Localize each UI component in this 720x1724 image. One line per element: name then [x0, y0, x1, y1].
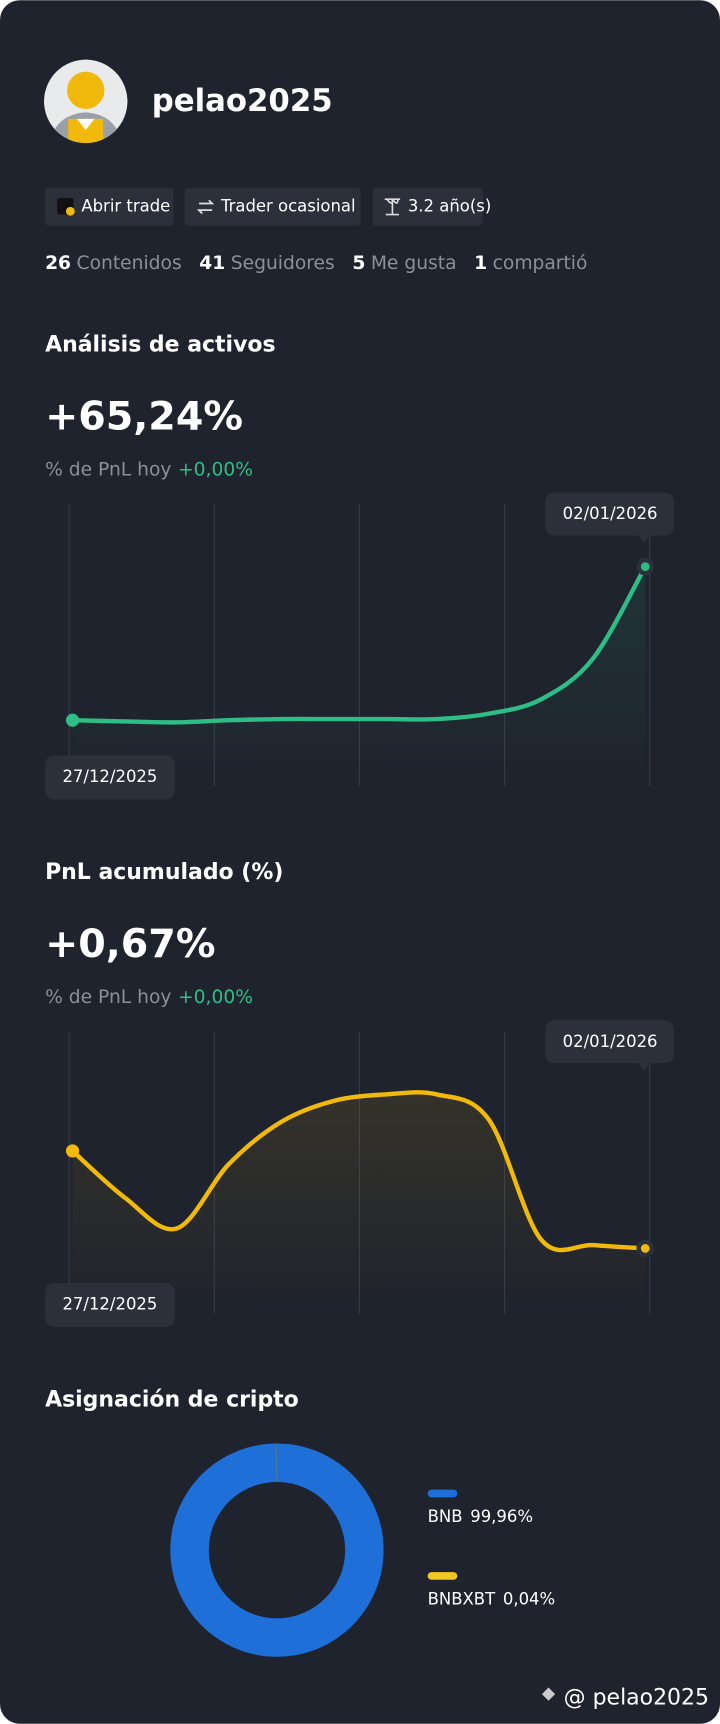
icon: [196, 199, 215, 215]
legend-name: BNB: [428, 1507, 463, 1526]
stat-count: 26: [45, 252, 71, 273]
tooltip-pointer: [637, 1063, 651, 1070]
point: [636, 1239, 655, 1258]
date-label: 27/12/2025: [62, 1294, 157, 1313]
sub-value: +0,00%: [178, 987, 253, 1008]
legend-value: 0,04%: [503, 1589, 555, 1608]
tooltip: [545, 1020, 674, 1064]
sub-value: +0,00%: [178, 459, 253, 480]
legend-name: BNBXBT: [428, 1589, 496, 1608]
headline-value: +65,24%: [45, 394, 243, 440]
headline-value: +0,67%: [45, 921, 215, 967]
username: pelao2025: [152, 83, 333, 119]
stat-count: 41: [199, 252, 225, 273]
badge: [45, 188, 174, 226]
sub-label: % de PnL hoy: [45, 459, 171, 480]
badge-label: Abrir trade: [81, 196, 170, 215]
badge: [372, 188, 483, 226]
logo: [541, 1687, 556, 1701]
stat-label: compartió: [493, 252, 588, 273]
point: [65, 713, 80, 727]
date-box: [45, 1283, 175, 1327]
sub-label: % de PnL hoy: [45, 987, 171, 1008]
section: PnL acumulado (%) +0,67% % de PnL hoy +0,00…: [45, 860, 674, 1327]
date-label: 02/01/2026: [563, 504, 658, 523]
legend-entry: BNB 99,96%: [428, 1507, 533, 1526]
section-title: Análisis de activos: [45, 332, 276, 357]
area-fill: [72, 566, 646, 787]
stats-line: 26 Contenidos 41 Seguidores 5 Me gusta 1 compar…: [45, 252, 587, 273]
badge: [184, 188, 361, 226]
stat-count: 5: [352, 252, 365, 273]
icon: [384, 198, 401, 216]
legend-entry: BNBXBT 0,04%: [428, 1589, 556, 1608]
sub-line: % de PnL hoy +0,00%: [45, 459, 253, 480]
badge-label: 3.2 año(s): [408, 196, 491, 215]
line: [70, 1090, 648, 1253]
badge-label: Trader ocasional: [220, 196, 356, 215]
donut-slice: [170, 1443, 384, 1657]
stat-label: Contenidos: [77, 252, 182, 273]
stat-label: Me gusta: [371, 252, 457, 273]
section: Análisis de activos +65,24% % de PnL hoy +0…: [45, 332, 674, 800]
section: Asignación de cripto BNB 99,96% BNBXBT 0,04%: [45, 1388, 556, 1657]
stats: 26 Contenidos 41 Seguidores 5 Me gusta 1 compar…: [45, 252, 587, 273]
line: [70, 564, 648, 725]
date-label: 27/12/2025: [62, 767, 157, 786]
point: [636, 557, 655, 576]
point: [65, 1144, 80, 1158]
section-title: Asignación de cripto: [45, 1388, 299, 1413]
tooltip-pointer: [637, 535, 651, 543]
legend-swatch: [427, 1489, 458, 1498]
stat-label: Seguidores: [231, 252, 335, 273]
date-box: [45, 755, 175, 800]
tooltip: [545, 492, 674, 536]
watermark: @ pelao2025: [564, 1686, 709, 1711]
icon: [65, 206, 75, 216]
section-title: PnL acumulado (%): [45, 860, 283, 885]
sub-line: % de PnL hoy +0,00%: [45, 987, 253, 1008]
sections: Análisis de activos +65,24% % de PnL hoy +0…: [45, 332, 674, 1657]
stat-count: 1: [474, 252, 487, 273]
legend-value: 99,96%: [470, 1507, 533, 1526]
date-label: 02/01/2026: [563, 1032, 658, 1051]
legend-swatch: [427, 1572, 458, 1580]
